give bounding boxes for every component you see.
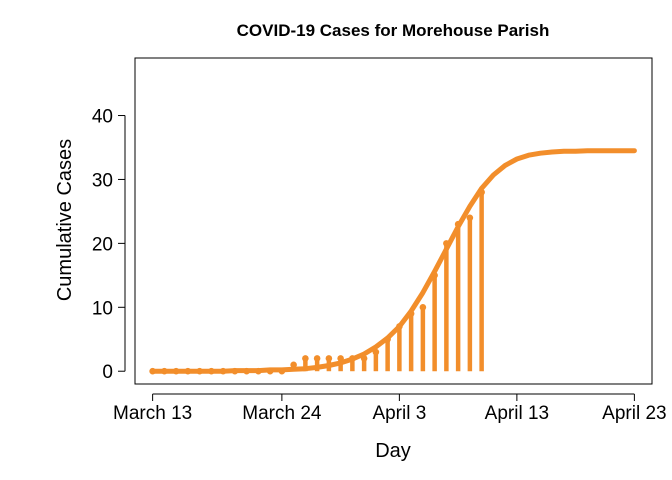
chart-title: COVID-19 Cases for Morehouse Parish: [237, 21, 550, 40]
observed-point: [302, 355, 309, 362]
plot-frame: [134, 57, 653, 385]
y-axis-title: Cumulative Cases: [54, 139, 76, 301]
x-tick-label: April 23: [602, 403, 666, 424]
observed-point: [419, 303, 427, 311]
y-tick-label: 30: [92, 170, 113, 191]
y-tick-label: 20: [92, 234, 113, 255]
observed-point: [290, 361, 297, 369]
y-tick-label: 10: [92, 298, 113, 319]
observed-point: [466, 214, 474, 222]
x-tick-label: March 13: [113, 403, 192, 424]
y-tick-label: 40: [92, 107, 113, 128]
x-tick-label: April 3: [372, 403, 426, 424]
observed-point: [313, 355, 321, 362]
plot-area: [149, 148, 637, 375]
x-tick-label: April 13: [485, 403, 549, 424]
observed-point: [325, 355, 333, 362]
axes: 0 10 20 30 40 March 13 March 24 April 3 April 13…: [92, 57, 667, 424]
y-tick-label: 0: [102, 362, 113, 383]
x-tick-label: March 24: [242, 403, 322, 424]
fitted-curve-line: [150, 148, 637, 374]
x-axis-title: Day: [375, 440, 411, 462]
